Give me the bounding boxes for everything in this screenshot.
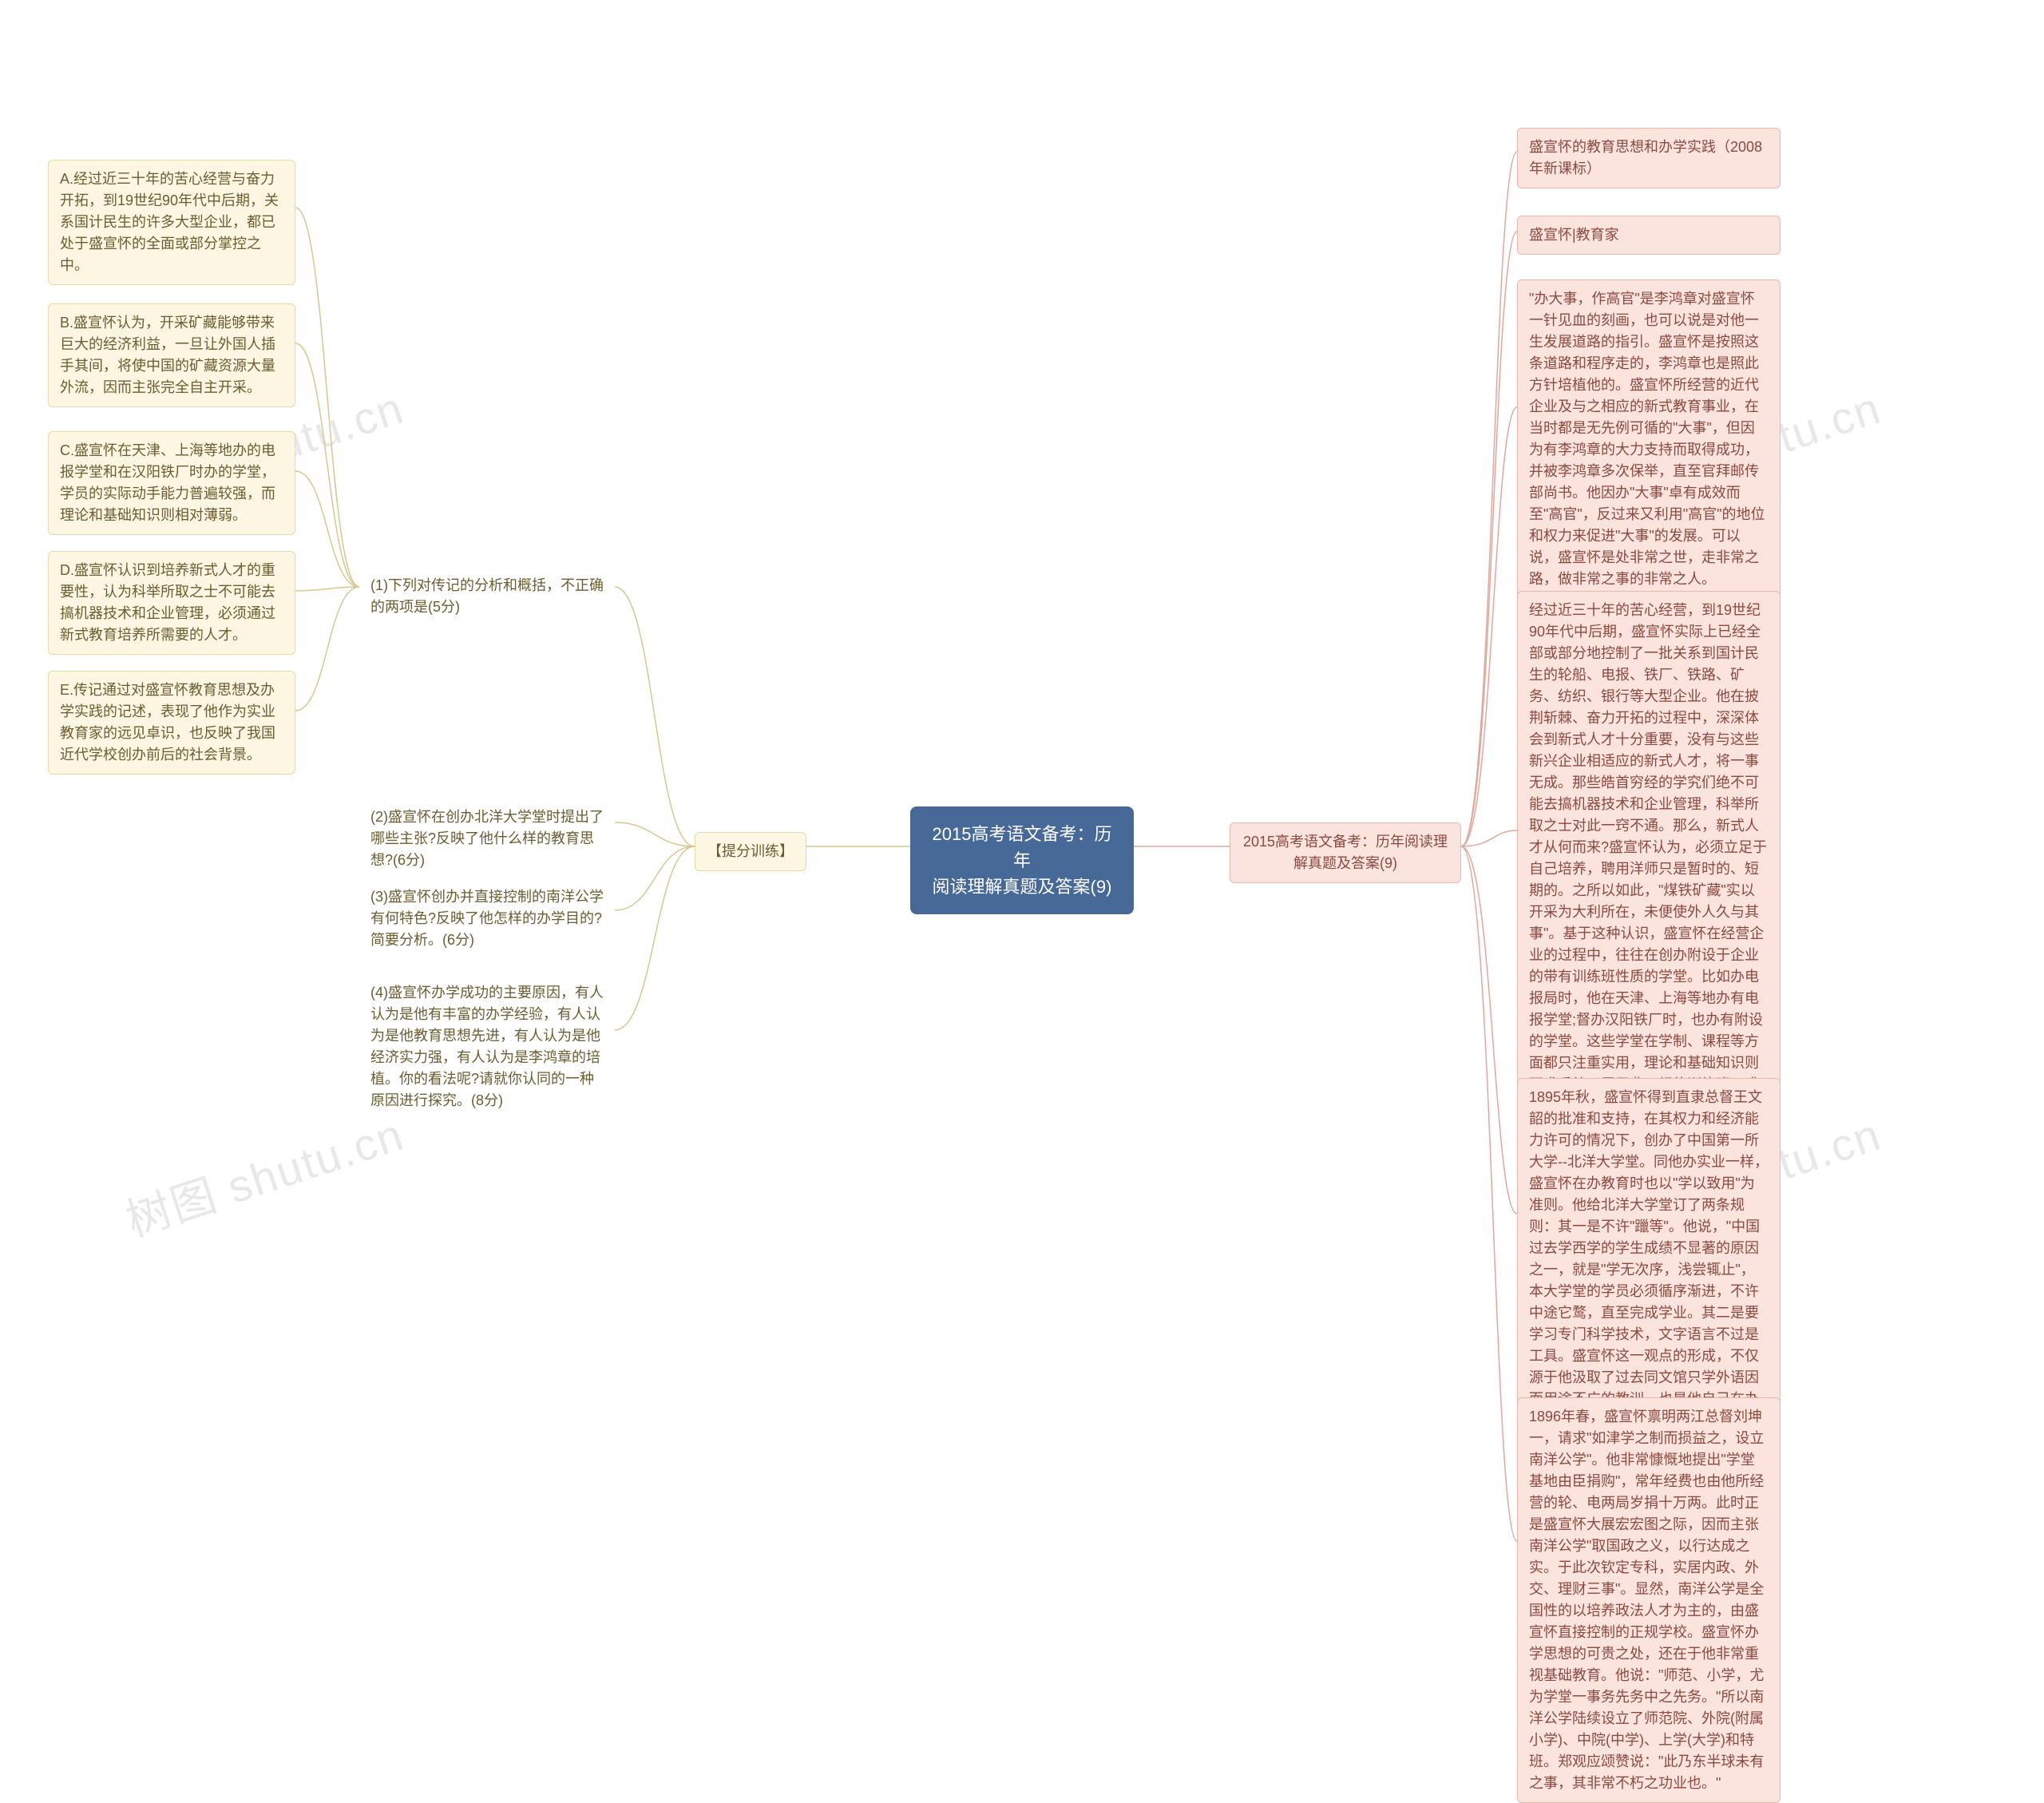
- left-l3-d[interactable]: D.盛宣怀认识到培养新式人才的重要性，认为科举所取之士不可能去搞机器技术和企业管…: [48, 551, 295, 655]
- right-l2-p6[interactable]: 1896年春，盛宣怀禀明两江总督刘坤一，请求"如津学之制而损益之，设立南洋公学"…: [1517, 1397, 1781, 1803]
- center-line1: 2015高考语文备考：历年: [928, 821, 1116, 874]
- left-l3-c[interactable]: C.盛宣怀在天津、上海等地办的电报学堂和在汉阳铁厂时办的学堂，学员的实际动手能力…: [48, 431, 295, 535]
- left-l2-q3-text: (3)盛宣怀创办并直接控制的南洋公学有何特色?反映了他怎样的办学目的?简要分析。…: [370, 889, 604, 948]
- right-l1-node[interactable]: 2015高考语文备考：历年阅读理解真题及答案(9): [1230, 822, 1461, 883]
- left-l2-q4[interactable]: (4)盛宣怀办学成功的主要原因，有人认为是他有丰富的办学经验，有人认为是他教育思…: [359, 974, 615, 1119]
- right-l1-label: 2015高考语文备考：历年阅读理解真题及答案(9): [1243, 834, 1448, 871]
- left-l3-a-text: A.经过近三十年的苦心经营与奋力开拓，到19世纪90年代中后期，关系国计民生的许…: [60, 171, 279, 273]
- right-l2-p1[interactable]: 盛宣怀的教育思想和办学实践（2008年新课标）: [1517, 128, 1781, 188]
- center-node[interactable]: 2015高考语文备考：历年 阅读理解真题及答案(9): [910, 806, 1134, 914]
- left-l2-q3[interactable]: (3)盛宣怀创办并直接控制的南洋公学有何特色?反映了他怎样的办学目的?简要分析。…: [359, 878, 615, 959]
- left-l2-q2-text: (2)盛宣怀在创办北洋大学堂时提出了哪些主张?反映了他什么样的教育思想?(6分): [370, 809, 604, 868]
- left-l1-node[interactable]: 【提分训练】: [695, 832, 806, 871]
- left-l3-e-text: E.传记通过对盛宣怀教育思想及办学实践的记述，表现了他作为实业教育家的远见卓识，…: [60, 682, 275, 763]
- left-l3-b[interactable]: B.盛宣怀认为，开采矿藏能够带来巨大的经济利益，一旦让外国人插手其间，将使中国的…: [48, 303, 295, 407]
- left-l1-label: 【提分训练】: [707, 843, 794, 859]
- left-l3-c-text: C.盛宣怀在天津、上海等地办的电报学堂和在汉阳铁厂时办的学堂，学员的实际动手能力…: [60, 442, 275, 523]
- left-l3-e[interactable]: E.传记通过对盛宣怀教育思想及办学实践的记述，表现了他作为实业教育家的远见卓识，…: [48, 671, 295, 775]
- left-l2-q1-text: (1)下列对传记的分析和概括，不正确的两项是(5分): [370, 577, 604, 615]
- left-l2-q1[interactable]: (1)下列对传记的分析和概括，不正确的两项是(5分): [359, 567, 615, 626]
- right-l2-p3-text: "办大事，作高官"是李鸿章对盛宣怀一针见血的刻画，也可以说是对他一生发展道路的指…: [1529, 291, 1765, 587]
- right-l2-p6-text: 1896年春，盛宣怀禀明两江总督刘坤一，请求"如津学之制而损益之，设立南洋公学"…: [1529, 1409, 1764, 1791]
- right-l2-p2[interactable]: 盛宣怀|教育家: [1517, 216, 1781, 255]
- left-l3-a[interactable]: A.经过近三十年的苦心经营与奋力开拓，到19世纪90年代中后期，关系国计民生的许…: [48, 160, 295, 285]
- right-l2-p1-text: 盛宣怀的教育思想和办学实践（2008年新课标）: [1529, 139, 1762, 176]
- center-line2: 阅读理解真题及答案(9): [928, 874, 1116, 900]
- right-l2-p2-text: 盛宣怀|教育家: [1529, 227, 1619, 243]
- left-l3-b-text: B.盛宣怀认为，开采矿藏能够带来巨大的经济利益，一旦让外国人插手其间，将使中国的…: [60, 315, 275, 395]
- watermark: 树图 shutu.cn: [117, 1099, 411, 1250]
- right-l2-p3[interactable]: "办大事，作高官"是李鸿章对盛宣怀一针见血的刻画，也可以说是对他一生发展道路的指…: [1517, 279, 1781, 599]
- right-l2-p4-text: 经过近三十年的苦心经营，到19世纪90年代中后期，盛宣怀实际上已经全部或部分地控…: [1529, 602, 1767, 1157]
- left-l2-q4-text: (4)盛宣怀办学成功的主要原因，有人认为是他有丰富的办学经验，有人认为是他教育思…: [370, 985, 604, 1108]
- left-l3-d-text: D.盛宣怀认识到培养新式人才的重要性，认为科举所取之士不可能去搞机器技术和企业管…: [60, 562, 275, 643]
- left-l2-q2[interactable]: (2)盛宣怀在创办北洋大学堂时提出了哪些主张?反映了他什么样的教育思想?(6分): [359, 798, 615, 879]
